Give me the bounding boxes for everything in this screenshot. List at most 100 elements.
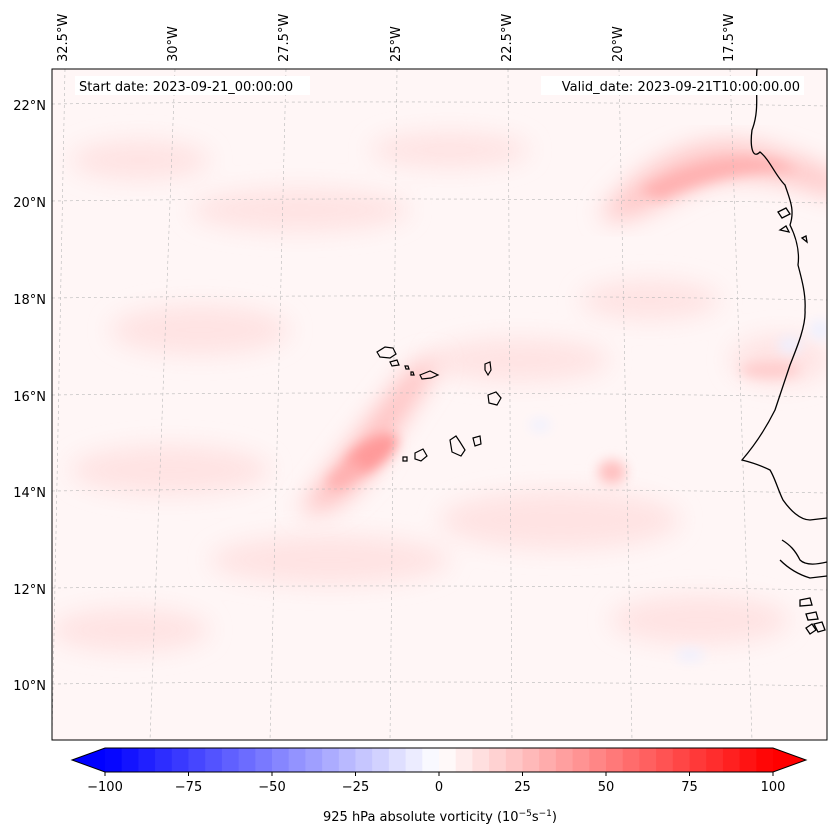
colorbar-tick-label: 100 [761,780,786,795]
colorbar-cell [522,748,540,772]
island-sao-nicolau [419,370,440,380]
negative-vorticity-patch [676,649,704,661]
meridian-27-5w [269,69,287,740]
coast-guinea-bissau [781,539,827,565]
lat-label: 16°N [13,390,46,405]
map-panel: Start date: 2023-09-21_00:00:00 Valid_da… [51,68,828,741]
vorticity-patch [70,140,210,180]
colorbar-cell [505,748,524,772]
colorbar-cell [472,748,490,772]
lon-label: 30°W [166,26,181,62]
colorbar: −100 −75 −50 −25 0 25 50 75 100 925 hPa absolute… [70,747,808,825]
lat-label: 22°N [13,99,46,114]
island-santa-luzia [404,365,410,370]
colorbar-extend-min [72,748,105,772]
vorticity-core-east [598,460,626,484]
colorbar-cell [221,748,240,772]
colorbar-cell [706,748,724,772]
start-date-box [75,76,310,95]
vorticity-core-ne [640,157,800,200]
vorticity-patch [52,608,210,652]
colorbar-tick-label: 0 [435,780,443,795]
island-boa-vista [487,391,502,406]
coast-bijagos-2 [805,611,819,621]
lon-label: 32.5°W [56,14,71,62]
colorbar-cell [572,748,590,772]
meridian-20w [618,69,633,740]
island-islet [410,371,415,376]
coast-mainland [740,69,827,521]
vorticity-patch [610,595,790,645]
colorbar-cell [372,748,390,772]
colorbar-cell [255,748,273,772]
island-sao-vicente [389,359,400,367]
valid-date-label: Valid_date: 2023-09-21T10:00:00.00 [562,80,800,95]
meridian-30w [149,69,176,740]
meridian-25w [389,69,398,740]
valid-date-box [541,76,804,95]
colorbar-label-end: ) [552,810,557,825]
vorticity-core-coast [740,362,800,378]
island-santiago [449,435,466,457]
colorbar-label: 925 hPa absolute vorticity (10−5s−1) [323,809,557,825]
negative-vorticity-patch [810,320,827,340]
colorbar-tick-label: 75 [681,780,698,795]
start-date-label: Start date: 2023-09-21_00:00:00 [79,80,293,95]
vorticity-patch [370,132,530,168]
lon-label: 20°W [611,26,626,62]
colorbar-cell [555,748,574,772]
colorbar-cell [589,748,607,772]
colorbar-cell [405,748,423,772]
vorticity-patch [70,445,270,495]
colorbar-cell [622,748,640,772]
african-coastline [740,69,827,635]
coast-islet-2 [778,225,791,233]
lon-label: 27.5°W [277,14,292,62]
colorbar-cell [205,748,223,772]
vorticity-patch [210,535,450,585]
colorbar-tick-label: 50 [598,780,615,795]
vorticity-patch [580,280,720,320]
colorbar-cell [606,748,624,772]
colorbar-cell [305,748,323,772]
colorbar-cell [338,748,357,772]
cape-verde-islands [376,346,502,462]
lat-label: 10°N [13,679,46,694]
colorbar-cell [455,748,473,772]
colorbar-cell [672,748,691,772]
coast-islet-3 [800,235,808,244]
colorbar-cells [105,748,774,772]
colorbar-tick-label: −100 [87,780,123,795]
coast-islet-1 [777,207,791,219]
graticule [52,69,827,740]
colorbar-cell [756,748,774,772]
coast-bijagos-4 [813,621,826,633]
colorbar-cell [171,748,190,772]
meridian-22-5w [507,69,513,740]
meridian-32-5w [52,69,66,740]
colorbar-tick-label: 25 [514,780,531,795]
colorbar-cell [238,748,256,772]
colorbar-cell [489,748,507,772]
coast-bijagos-1 [799,597,813,607]
colorbar-cell [722,748,741,772]
vorticity-field [52,69,827,740]
negative-vorticity-patch [530,419,550,431]
vorticity-core-cv [327,461,363,489]
lon-label: 25°W [389,26,404,62]
vorticity-patch [110,305,290,355]
colorbar-cell [656,748,674,772]
colorbar-cell [322,748,340,772]
colorbar-cell [739,748,757,772]
lat-label: 20°N [13,196,46,211]
colorbar-extend-max [773,748,806,772]
island-fogo [414,448,428,462]
colorbar-cell [121,748,139,772]
colorbar-cell [388,748,407,772]
colorbar-cell [188,748,206,772]
colorbar-label-exp2: −1 [539,809,552,819]
colorbar-cell [288,748,306,772]
lat-label: 14°N [13,486,46,501]
island-santo-antao [376,346,397,359]
